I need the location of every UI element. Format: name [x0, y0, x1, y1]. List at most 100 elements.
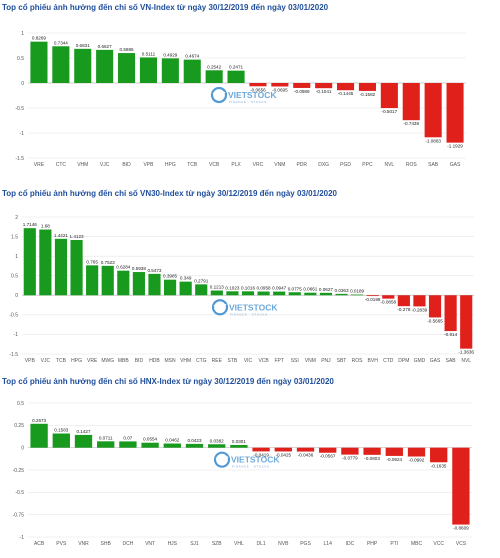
bar-ros	[402, 83, 420, 121]
data-label: 0.0462	[165, 438, 179, 443]
watermark-tagline: FINANCE · STOCKS	[229, 100, 267, 104]
bar-vcb	[205, 70, 223, 83]
x-tick-label: REE	[212, 358, 223, 364]
data-label: -0.0803	[364, 456, 380, 461]
data-label: -0.7438	[403, 121, 419, 126]
x-tick-label: VIC	[244, 358, 253, 364]
bar-ree	[210, 290, 223, 296]
vn30-panel: Top cổ phiếu ảnh hưởng đến chỉ số VN30-I…	[0, 189, 500, 369]
data-label: 0.765	[86, 259, 98, 264]
watermark-tagline: FINANCE · STOCKS	[232, 465, 270, 469]
x-tick-label: SAB	[446, 358, 457, 364]
x-tick-label: VNT	[145, 541, 155, 547]
x-tick-label: CTG	[196, 358, 207, 364]
y-tick-label: 0	[21, 81, 24, 87]
x-tick-label: NVL	[461, 358, 471, 364]
bar-vcc	[430, 447, 448, 463]
data-label: -0.0425	[276, 452, 292, 457]
x-tick-label: DXG	[318, 162, 329, 168]
data-label: 0.0301	[232, 439, 246, 444]
x-tick-label: BID	[122, 162, 131, 168]
data-label: -0.1635	[431, 463, 447, 468]
data-label: 0.0958	[257, 286, 271, 291]
data-label: 0.5986	[120, 47, 134, 52]
x-tick-label: NVB	[278, 541, 289, 547]
bar-vnm	[271, 83, 289, 87]
x-tick-label: HJS	[168, 541, 178, 547]
bar-vnr	[74, 434, 93, 448]
y-tick-label: 1	[15, 254, 18, 260]
data-label: 0.0661	[303, 287, 317, 292]
data-label: 0.7523	[101, 260, 115, 265]
bar-dpm	[397, 295, 410, 307]
data-label: 0.0627	[319, 287, 333, 292]
y-tick-label: -1	[20, 535, 25, 541]
data-label: 0.5473	[147, 268, 161, 273]
data-label: -1.0863	[425, 138, 441, 143]
y-tick-label: 0.25	[14, 423, 24, 429]
data-label: 0.2673	[32, 418, 46, 423]
bar-nvl	[380, 83, 398, 109]
bar-vpb	[139, 57, 157, 83]
y-tick-label: -0.5	[9, 313, 18, 319]
x-tick-label: VHM	[180, 358, 191, 364]
bar-hdb	[148, 273, 161, 296]
x-tick-label: MBC	[411, 541, 423, 547]
x-tick-label: VRC	[253, 162, 264, 168]
bar-pti	[385, 447, 403, 456]
data-label: 0.0711	[99, 435, 113, 440]
x-tick-label: VRE	[87, 358, 98, 364]
x-tick-label: SHB	[101, 541, 112, 547]
watermark-brand: VIETSTOCK	[229, 302, 278, 312]
data-label: 0.4929	[163, 52, 177, 57]
x-tick-label: DL1	[257, 541, 266, 547]
x-tick-label: GMD	[414, 358, 426, 364]
x-tick-label: VNM	[274, 162, 285, 168]
x-tick-label: SBT	[337, 358, 347, 364]
bar-szb	[208, 444, 226, 448]
data-label: 0.6284	[116, 265, 130, 270]
data-label: -0.914	[444, 332, 457, 337]
data-label: 0.5111	[142, 51, 156, 56]
bar-ssi	[288, 292, 301, 296]
x-tick-label: GAS	[450, 162, 461, 168]
bar-mbc	[407, 447, 426, 457]
x-tick-label: VPB	[25, 358, 36, 364]
data-label: 0.6831	[76, 43, 90, 48]
vnindex-chart-title: Top cổ phiếu ảnh hưởng đến chỉ số VN-Ind…	[2, 3, 329, 12]
bar-plx	[227, 70, 245, 83]
hnxindex-panel: Top cổ phiếu ảnh hưởng đến chỉ số HNX-In…	[0, 377, 500, 558]
x-tick-label: PGD	[340, 162, 351, 168]
bar-vcs	[452, 447, 470, 525]
data-label: -0.0992	[409, 458, 425, 463]
data-label: -0.0656	[250, 87, 266, 92]
data-label: 0.5938	[132, 266, 146, 271]
bar-hpg	[161, 58, 179, 83]
vn30-chart-title: Top cổ phiếu ảnh hưởng đến chỉ số VN30-I…	[2, 189, 338, 198]
y-tick-label: -0.25	[13, 468, 25, 474]
bar-dch	[119, 441, 137, 448]
bar-idc	[341, 447, 359, 455]
y-tick-label: 2	[15, 215, 18, 221]
data-label: 0.0554	[143, 437, 157, 442]
bar-vre	[30, 41, 48, 83]
data-label: -0.0989	[294, 89, 310, 94]
bar-vpb	[23, 228, 36, 296]
bar-nvb	[274, 447, 292, 452]
data-label: 0.1023	[225, 285, 239, 290]
bar-vcb	[257, 291, 270, 296]
bar-pdr	[293, 83, 311, 88]
x-tick-label: PHP	[367, 541, 378, 547]
data-label: -0.1445	[338, 91, 354, 96]
x-tick-label: NVL	[384, 162, 394, 168]
bar-dxg	[315, 83, 333, 89]
data-label: 0.3985	[163, 274, 177, 279]
data-label: -1.1929	[447, 144, 463, 149]
bar-vnt	[141, 442, 159, 448]
data-label: 1.4421	[54, 233, 68, 238]
bar-pvs	[52, 433, 70, 448]
hnxindex-chart-title: Top cổ phiếu ảnh hưởng đến chỉ số HNX-In…	[2, 377, 334, 386]
bar-sbt	[335, 293, 348, 296]
x-tick-label: HPG	[71, 358, 82, 364]
